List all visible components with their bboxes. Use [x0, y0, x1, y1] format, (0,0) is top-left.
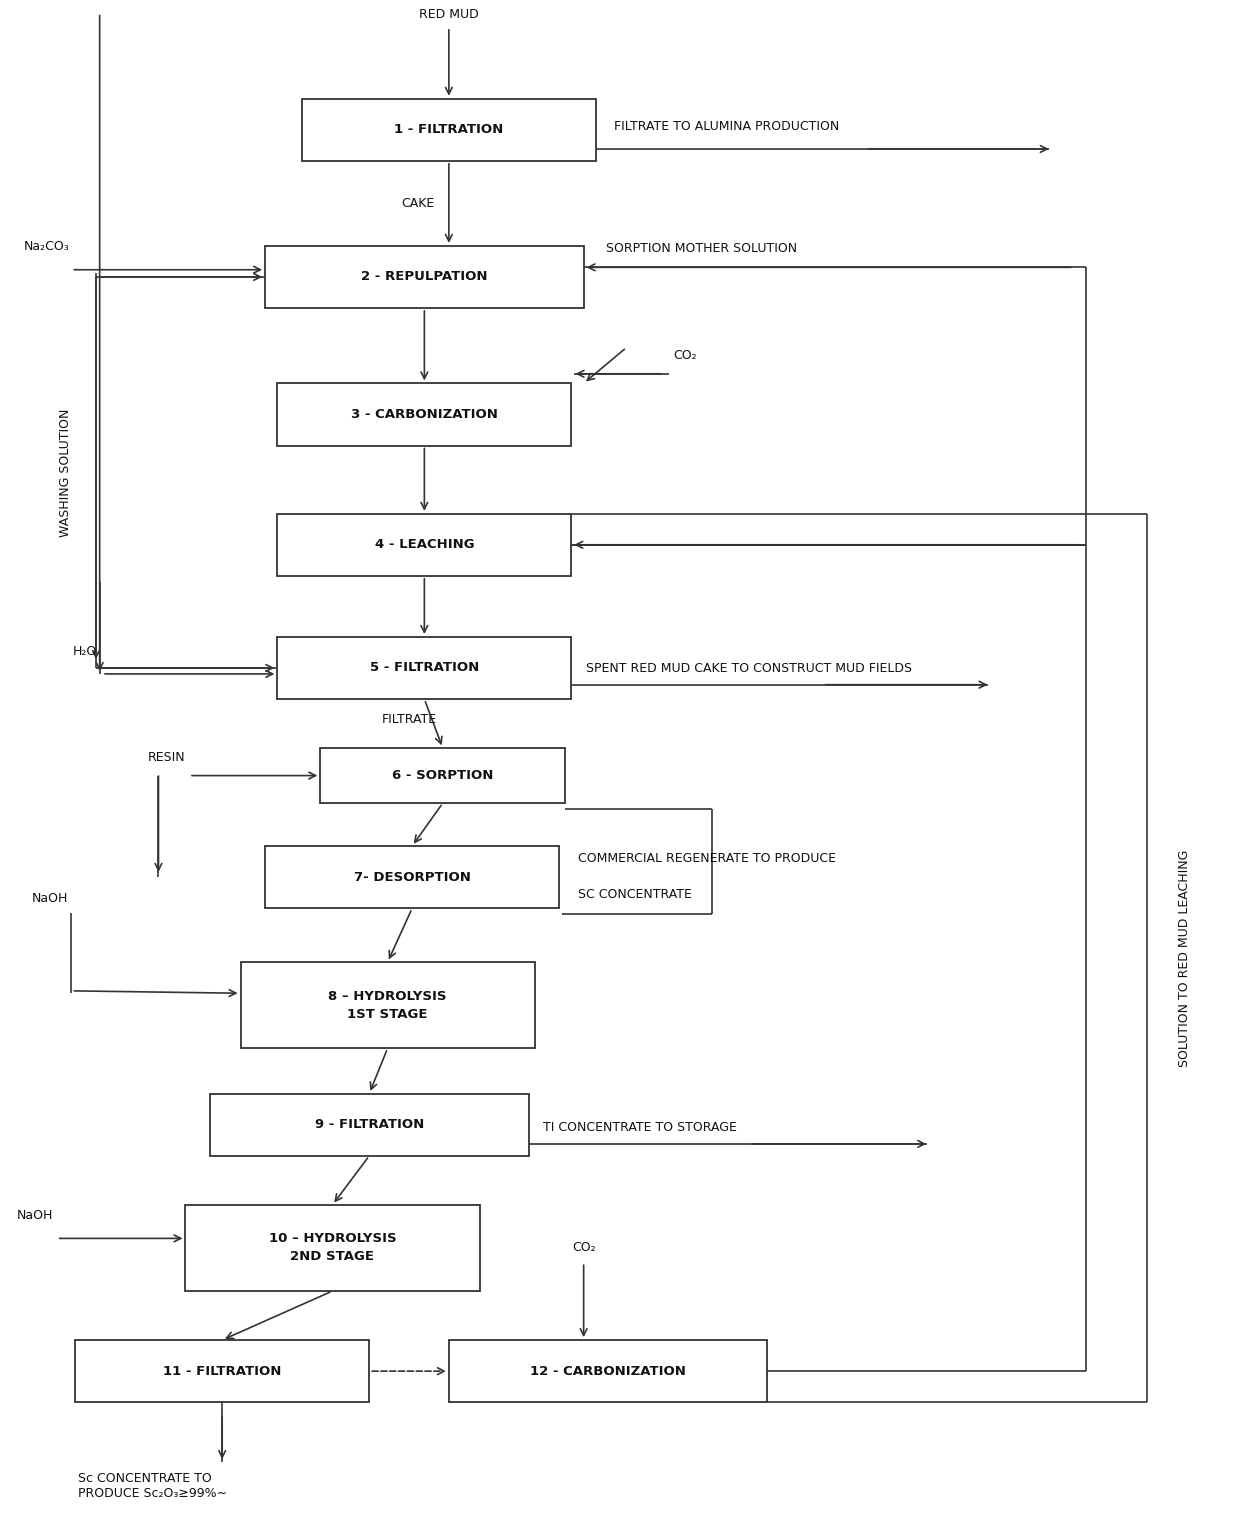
Text: 11 - FILTRATION: 11 - FILTRATION [162, 1365, 281, 1378]
Text: 2 - REPULPATION: 2 - REPULPATION [361, 270, 487, 284]
Text: SC CONCENTRATE: SC CONCENTRATE [578, 888, 692, 902]
Text: NaOH: NaOH [31, 893, 68, 905]
Text: 4 - LEACHING: 4 - LEACHING [374, 539, 474, 551]
Text: CO₂: CO₂ [572, 1240, 595, 1254]
FancyBboxPatch shape [241, 962, 534, 1049]
Text: RESIN: RESIN [148, 750, 186, 764]
Text: NaOH: NaOH [16, 1208, 53, 1222]
FancyBboxPatch shape [320, 748, 565, 803]
Text: 9 - FILTRATION: 9 - FILTRATION [315, 1119, 424, 1131]
FancyBboxPatch shape [301, 99, 596, 161]
Text: SOLUTION TO RED MUD LEACHING: SOLUTION TO RED MUD LEACHING [1178, 849, 1190, 1067]
FancyBboxPatch shape [278, 513, 572, 575]
FancyBboxPatch shape [210, 1093, 528, 1155]
Text: TI CONCENTRATE TO STORAGE: TI CONCENTRATE TO STORAGE [543, 1122, 737, 1134]
Text: Sc CONCENTRATE TO
PRODUCE Sc₂O₃≥99%∼: Sc CONCENTRATE TO PRODUCE Sc₂O₃≥99%∼ [78, 1471, 227, 1500]
Text: WASHING SOLUTION: WASHING SOLUTION [58, 408, 72, 537]
Text: 3 - CARBONIZATION: 3 - CARBONIZATION [351, 408, 497, 420]
FancyBboxPatch shape [265, 846, 559, 908]
Text: FILTRATE: FILTRATE [382, 713, 436, 727]
Text: FILTRATE TO ALUMINA PRODUCTION: FILTRATE TO ALUMINA PRODUCTION [614, 120, 839, 134]
Text: 8 – HYDROLYSIS
1ST STAGE: 8 – HYDROLYSIS 1ST STAGE [329, 990, 446, 1020]
FancyBboxPatch shape [186, 1205, 480, 1290]
Text: Na₂CO₃: Na₂CO₃ [24, 240, 69, 254]
Text: CAKE: CAKE [401, 197, 434, 209]
Text: SPENT RED MUD CAKE TO CONSTRUCT MUD FIELDS: SPENT RED MUD CAKE TO CONSTRUCT MUD FIEL… [587, 662, 913, 676]
Text: 10 – HYDROLYSIS
2ND STAGE: 10 – HYDROLYSIS 2ND STAGE [269, 1233, 397, 1263]
FancyBboxPatch shape [449, 1340, 768, 1403]
Text: 6 - SORPTION: 6 - SORPTION [392, 770, 494, 782]
Text: 5 - FILTRATION: 5 - FILTRATION [370, 662, 479, 674]
FancyBboxPatch shape [278, 384, 572, 445]
Text: H₂O: H₂O [73, 645, 97, 659]
Text: RED MUD: RED MUD [419, 8, 479, 21]
Text: CO₂: CO₂ [673, 349, 697, 361]
FancyBboxPatch shape [265, 246, 584, 308]
Text: 12 - CARBONIZATION: 12 - CARBONIZATION [531, 1365, 686, 1378]
FancyBboxPatch shape [278, 638, 572, 700]
Text: SORPTION MOTHER SOLUTION: SORPTION MOTHER SOLUTION [605, 243, 797, 255]
FancyBboxPatch shape [76, 1340, 370, 1403]
Text: 1 - FILTRATION: 1 - FILTRATION [394, 123, 503, 137]
Text: COMMERCIAL REGENERATE TO PRODUCE: COMMERCIAL REGENERATE TO PRODUCE [578, 852, 836, 865]
Text: 7- DESORPTION: 7- DESORPTION [353, 871, 470, 883]
